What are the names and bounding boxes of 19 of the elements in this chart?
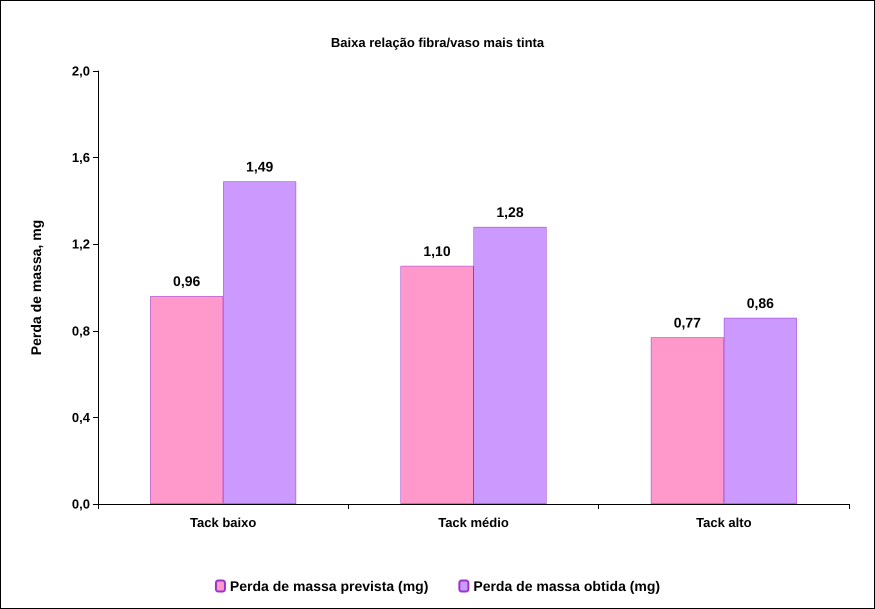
legend-label: Perda de massa obtida (mg) — [473, 578, 660, 594]
x-tick-label: Tack médio — [438, 515, 509, 530]
data-label: 0,86 — [746, 294, 774, 311]
data-label: 0,96 — [173, 273, 201, 290]
data-label: 1,49 — [246, 158, 274, 174]
y-tick-label: 1,6 — [72, 150, 90, 166]
y-tick-label: 0,8 — [72, 323, 90, 338]
data-label: 0,77 — [674, 314, 702, 330]
y-tick-label: 1,2 — [72, 236, 90, 252]
x-tick-label: Tack baixo — [190, 515, 256, 530]
y-tick-label: 0,0 — [72, 496, 90, 512]
y-axis-title: Perda de massa, mg — [28, 220, 44, 356]
data-label: 1,28 — [496, 204, 524, 220]
y-tick-label: 2,0 — [72, 64, 90, 78]
chart-title: Baixa relação fibra/vaso mais tinta — [330, 35, 545, 50]
x-tick-label: Tack alto — [696, 515, 752, 530]
y-tick-label: 0,4 — [72, 410, 91, 425]
legend-label: Perda de massa prevista (mg) — [230, 578, 428, 594]
data-label: 1,10 — [423, 242, 451, 259]
